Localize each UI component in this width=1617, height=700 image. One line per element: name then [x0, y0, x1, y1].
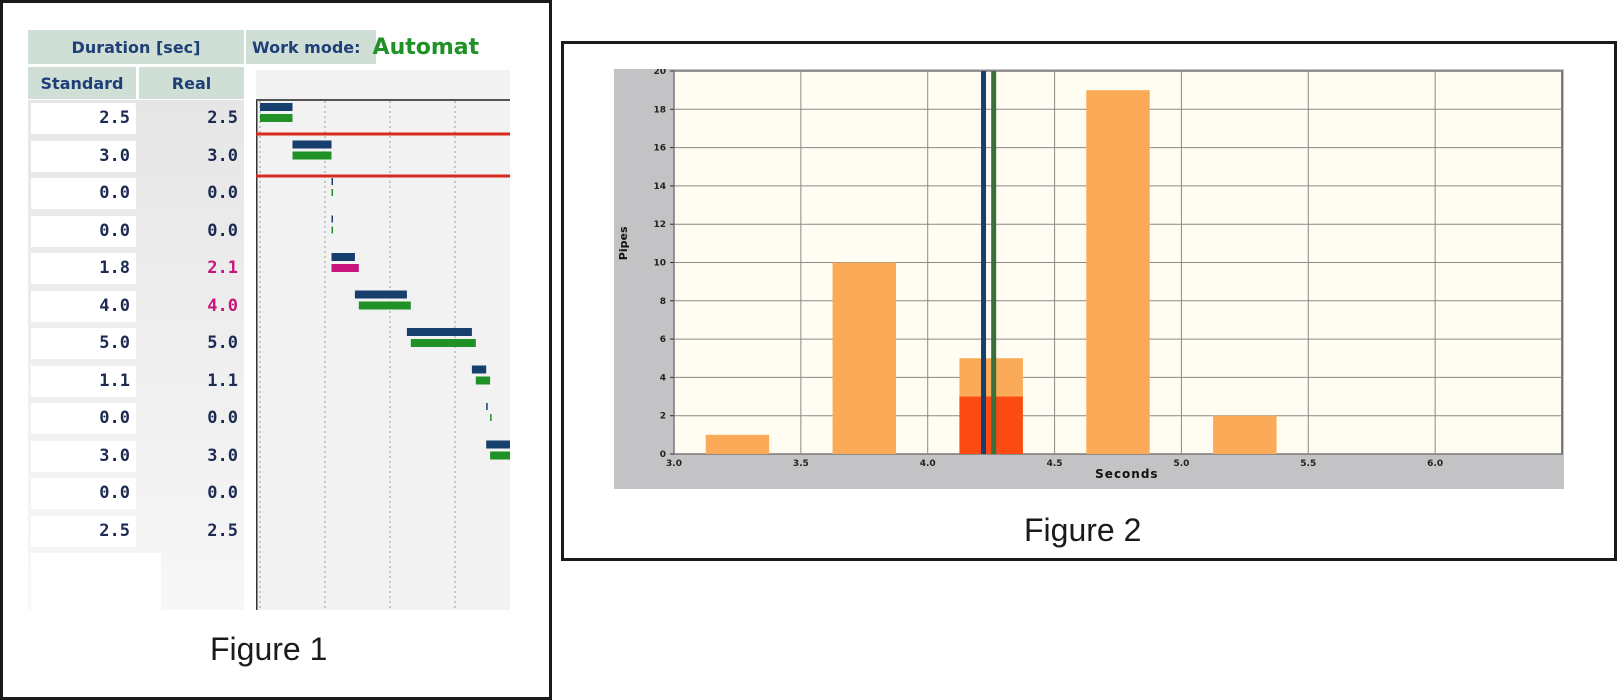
real-bar: [358, 301, 411, 310]
standard-column-label: Standard: [40, 73, 124, 93]
y-tick-label: 2: [660, 412, 666, 422]
y-tick-label: 4: [660, 373, 666, 383]
real-cell: 0.0: [207, 483, 238, 503]
standard-cell: 2.5: [31, 515, 136, 547]
x-tick-label: 3.0: [666, 459, 682, 469]
figure-1-panel: Duration [sec] Work mode: Automat Standa…: [0, 0, 552, 700]
x-tick-label: 4.5: [1047, 459, 1063, 469]
standard-bar: [406, 328, 472, 336]
standard-cell: 3.0: [31, 140, 136, 172]
standard-column-header: Standard: [28, 67, 136, 99]
y-tick-label: 10: [653, 259, 666, 269]
standard-cell: 2.5: [31, 103, 136, 134]
standard-bar: [331, 253, 355, 261]
y-tick-label: 18: [653, 105, 666, 115]
figure-1-caption: Figure 1: [210, 631, 328, 667]
standard-cell: 0.0: [31, 178, 136, 209]
x-tick-label: 3.5: [793, 459, 809, 469]
real-bar: [410, 339, 476, 347]
real-cell: 1.1: [207, 370, 238, 391]
real-bar: [331, 226, 333, 234]
x-tick-label: 5.5: [1300, 459, 1316, 469]
real-cell: 4.0: [207, 295, 238, 316]
standard-bar: [354, 290, 407, 299]
duration-header-label: Duration [sec]: [71, 37, 201, 57]
x-tick-label: 5.0: [1173, 459, 1189, 469]
real-column-label: Real: [171, 73, 212, 93]
real-cell: 2.1: [207, 258, 238, 278]
x-tick-label: 4.0: [920, 459, 936, 469]
real-cell: 0.0: [207, 220, 238, 241]
real-cell: 3.0: [207, 145, 238, 166]
real-bar: [475, 376, 491, 385]
standard-cell: 1.1: [31, 365, 136, 397]
real-cell: 2.5: [207, 520, 238, 541]
y-tick-label: 0: [660, 450, 666, 460]
real-bar: [490, 451, 510, 460]
real-cell: 0.0: [207, 183, 238, 203]
real-bar: [490, 414, 492, 421]
empty-row: [31, 553, 161, 610]
real-column-header: Real: [139, 67, 244, 99]
real-bar: [331, 264, 359, 272]
standard-cell: 5.0: [31, 328, 136, 359]
standard-cell: 1.8: [31, 253, 136, 284]
y-tick-label: 12: [653, 220, 666, 230]
standard-cell: 3.0: [31, 440, 136, 472]
histogram-bar: [832, 262, 896, 454]
work-mode-value: Automat: [372, 34, 480, 60]
real-bar: [292, 151, 332, 160]
gantt-chart: [256, 70, 510, 610]
y-tick-label: 6: [660, 335, 666, 345]
gantt-svg: [256, 70, 510, 610]
real-cell: 2.5: [207, 108, 238, 128]
y-tick-label: 16: [653, 144, 666, 154]
y-axis-label: Pipes: [617, 226, 630, 260]
y-tick-label: 14: [653, 182, 666, 192]
standard-bar: [471, 365, 487, 374]
standard-bar: [331, 178, 333, 185]
standard-cell: 0.0: [31, 403, 136, 434]
real-cell: 0.0: [207, 408, 238, 428]
y-tick-label: 20: [653, 69, 666, 77]
x-tick-label: 6.0: [1427, 459, 1443, 469]
standard-cell: 0.0: [31, 215, 136, 247]
standard-cell: 4.0: [31, 290, 136, 322]
real-bar: [260, 114, 293, 122]
standard-bar: [292, 140, 332, 149]
work-mode-header: Work mode: Automat: [246, 30, 510, 64]
histogram-bar: [705, 434, 770, 454]
histogram-bar: [1213, 415, 1277, 454]
standard-bar: [260, 103, 293, 111]
standard-bar: [331, 215, 333, 223]
work-mode-label: Work mode:: [252, 37, 361, 57]
y-tick-label: 8: [660, 297, 666, 307]
figure-2-panel: 0 2 4 6 8 10 12 14 16 18 20 3.0 3.5 4.0 4.5 5.0 5.5 6.0 Se…: [561, 41, 1617, 561]
real-bar: [331, 189, 333, 196]
standard-bar: [486, 440, 510, 449]
x-axis-label: Seconds: [1095, 467, 1158, 481]
histogram-highlight-bar: [959, 396, 1023, 454]
real-cell: 3.0: [207, 445, 238, 466]
figure-2-caption: Figure 2: [1024, 512, 1142, 548]
histogram-svg: 0 2 4 6 8 10 12 14 16 18 20 3.0 3.5 4.0 4.5 5.0 5.5 6.0 Se…: [614, 69, 1564, 489]
real-cell: 5.0: [207, 333, 238, 353]
standard-bar: [486, 403, 488, 410]
standard-cell: 0.0: [31, 478, 136, 509]
duration-header: Duration [sec]: [28, 30, 244, 64]
histogram-bar: [1086, 90, 1150, 455]
